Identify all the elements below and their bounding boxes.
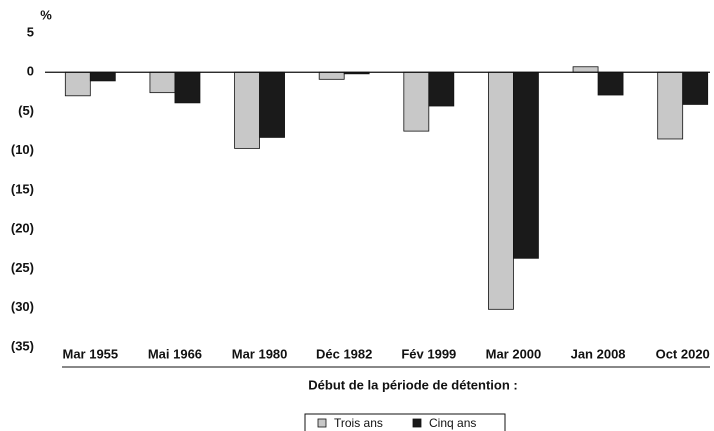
y-tick-label: (15): [11, 181, 34, 196]
y-unit: %: [40, 7, 52, 22]
x-tick-label: Oct 2020: [656, 346, 710, 361]
y-tick-label: (20): [11, 221, 34, 236]
legend-box: [304, 413, 506, 431]
x-tick-label: Déc 1982: [316, 346, 372, 361]
bar: [488, 71, 514, 310]
x-tick-label: Mar 1980: [232, 346, 288, 361]
bar: [513, 71, 539, 259]
y-tick-label: (5): [18, 103, 34, 118]
legend-label: Trois ans: [334, 416, 383, 430]
legend-swatch: [412, 418, 422, 428]
bar: [572, 66, 599, 73]
x-tick-label: Jan 2008: [571, 346, 626, 361]
x-tick-label: Mar 1955: [62, 346, 118, 361]
bar: [64, 71, 91, 97]
y-tick-label: (30): [11, 299, 34, 314]
bar: [174, 71, 201, 104]
x-tick-label: Fév 1999: [401, 346, 456, 361]
x-tick-label: Mar 2000: [486, 346, 542, 361]
y-tick-label: (10): [11, 142, 34, 157]
bar: [657, 71, 684, 140]
legend-label: Cinq ans: [429, 416, 476, 430]
bar: [89, 71, 116, 82]
bar: [403, 71, 430, 132]
y-tick-label: 5: [27, 24, 34, 39]
y-tick-label: (25): [11, 260, 34, 275]
y-tick-label: 0: [27, 64, 34, 79]
x-axis-title: Début de la période de détention :: [308, 377, 517, 392]
bar: [318, 71, 345, 80]
bar: [428, 71, 455, 107]
bar: [259, 71, 285, 138]
bar: [234, 71, 260, 149]
bar: [682, 71, 709, 105]
x-tick-label: Mai 1966: [148, 346, 202, 361]
y-tick-label: (35): [11, 338, 34, 353]
legend-swatch: [317, 418, 327, 428]
bar: [597, 71, 624, 96]
bar: [149, 71, 176, 94]
